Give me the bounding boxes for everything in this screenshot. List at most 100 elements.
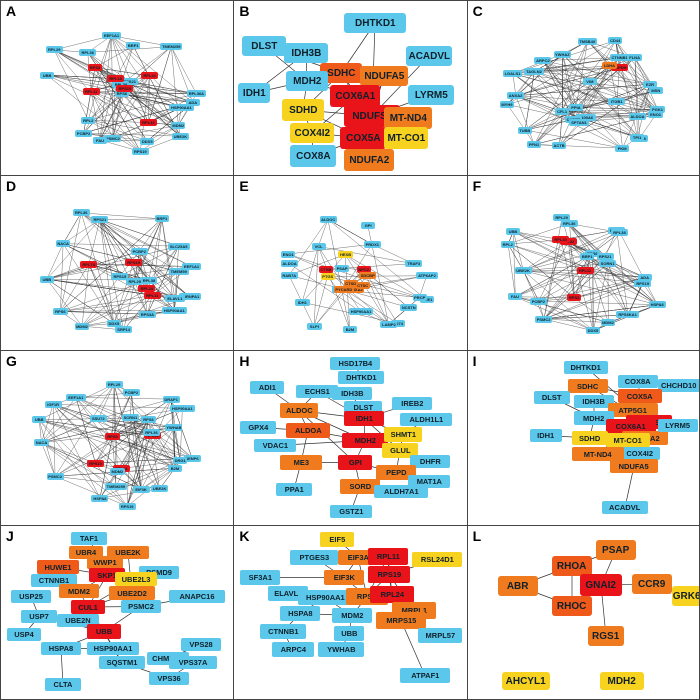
network-edge	[609, 65, 617, 102]
gene-node-tagln2: TAGLN2	[524, 67, 544, 75]
gene-node-hsp90aa1: HSP90AA1	[161, 306, 187, 314]
network-edge	[314, 276, 328, 327]
network-edge	[60, 218, 163, 312]
network-edge	[627, 283, 643, 315]
network-edge	[39, 419, 181, 462]
network-edge	[95, 392, 132, 464]
gene-node-gpx4: GPX4	[240, 421, 277, 434]
network-edge	[148, 246, 179, 281]
gene-node-ezr: EZR	[643, 80, 658, 88]
gene-node-usp4: USP4	[7, 628, 41, 641]
network-edge	[514, 270, 586, 297]
gene-node-cox6a1: COX6A1	[605, 419, 656, 433]
network-edge	[179, 408, 183, 461]
gene-node-hspa8: HSPA8	[280, 606, 321, 621]
gene-node-vim: VIM	[582, 77, 597, 85]
network-edge	[619, 57, 651, 85]
gene-node-mdm2: MDM2	[600, 319, 616, 327]
network-edge	[302, 246, 319, 303]
panel-c: CPGK1ENO1ALDOAHSPA8TPI1PKMGAPDHLDHAACTBC…	[466, 0, 700, 176]
gene-node-tubb: TUBB	[517, 126, 532, 134]
gene-node-brp1: BRP1	[126, 42, 141, 50]
network-edge	[507, 244, 516, 297]
network-edge	[60, 264, 90, 312]
gene-node-hsp90aa1: HSP90AA1	[169, 103, 194, 111]
network-edge	[60, 279, 150, 312]
network-edge	[288, 253, 420, 298]
panel-label: B	[239, 3, 250, 19]
gene-node-cox8a: COX8A	[617, 375, 658, 388]
gene-node-ubb: UBB	[40, 71, 55, 79]
network-edge	[91, 90, 197, 94]
network-edge	[327, 275, 427, 277]
network-edge	[54, 436, 113, 477]
network-edge	[522, 270, 544, 320]
gene-node-cd74: CD74	[390, 319, 406, 327]
gene-node-pepd: PEPD	[376, 465, 417, 480]
network-edge	[515, 95, 574, 120]
gene-node-mdm2: MDM2	[59, 584, 99, 598]
network-edge	[507, 243, 643, 284]
network-edge	[419, 275, 428, 298]
gene-node-usp7: USP7	[21, 610, 57, 623]
network-edge	[117, 419, 149, 472]
gene-node-ubb: UBB	[32, 416, 47, 424]
gene-node-rpl11: RPL11	[368, 548, 409, 565]
gene-node-ubb: UBB	[87, 624, 121, 639]
network-edge	[562, 53, 658, 110]
gene-node-aldoa: ALDOA	[286, 423, 331, 438]
network-edge	[515, 83, 651, 97]
network-edge	[129, 81, 197, 94]
gene-node-gapdh: GAPDH	[610, 64, 628, 72]
network-edge	[512, 73, 516, 96]
gene-node-mdh2: MDH2	[599, 672, 644, 690]
gene-node-mdm2: MDM2	[74, 322, 90, 330]
gene-node-hnrnpa1: HNRNPA1	[178, 293, 201, 301]
network-edge	[39, 417, 131, 421]
network-edge	[46, 219, 100, 280]
network-edge	[585, 270, 645, 278]
gene-node-mat1a: MAT1A	[408, 475, 451, 488]
network-edge	[514, 255, 606, 297]
gene-node-rpl29: RPL29	[126, 278, 144, 286]
network-edge	[569, 223, 628, 315]
gene-node-ppa1: PPA1	[276, 483, 313, 496]
network-edge	[515, 67, 620, 96]
gene-node-rps15: RPS15	[87, 459, 105, 467]
gene-node-ahcyl1: AHCYL1	[501, 672, 550, 690]
network-edge	[139, 251, 190, 298]
panel-label: E	[239, 178, 249, 194]
gene-node-rps21: RPS21	[91, 216, 109, 224]
gene-node-eef1a1: EEF1A1	[181, 263, 202, 270]
network-edge	[81, 281, 135, 327]
gene-node-atpaf1: ATPAF1	[400, 668, 451, 683]
network-edge	[81, 212, 150, 281]
gene-node-rps6: RPS6	[114, 90, 130, 98]
network-edge	[112, 436, 176, 469]
network-edge	[63, 243, 175, 299]
panel-label: G	[6, 353, 17, 369]
network-edge	[115, 45, 134, 79]
gene-node-taf1: TAF1	[71, 532, 107, 545]
gene-node-rps3: RPS3	[105, 433, 120, 441]
network-edge	[47, 74, 116, 79]
gene-node-traf3: TRAF3	[405, 260, 423, 268]
gene-node-pcbp2: PCBP2	[75, 129, 93, 137]
network-edge	[524, 83, 651, 131]
network-edge	[83, 78, 116, 134]
gene-node-mdh2: MDH2	[573, 411, 614, 425]
gene-node-adi1: ADI1	[250, 381, 285, 394]
network-edge	[578, 65, 610, 123]
gene-node-eef1a1: EEF1A1	[101, 32, 122, 40]
network-edge	[88, 119, 181, 137]
gene-node-drg1: DRG1	[172, 457, 188, 465]
gene-node-actb: ACTB	[551, 142, 567, 150]
network-edge	[88, 119, 148, 142]
gene-node-ptges3: PTGES3	[290, 550, 339, 565]
gene-node-rpl11: RPL11	[82, 87, 100, 95]
network-edge	[338, 289, 390, 325]
network-edge	[173, 427, 181, 462]
gene-node-dlst: DLST	[533, 391, 570, 404]
network-edge	[328, 219, 351, 330]
